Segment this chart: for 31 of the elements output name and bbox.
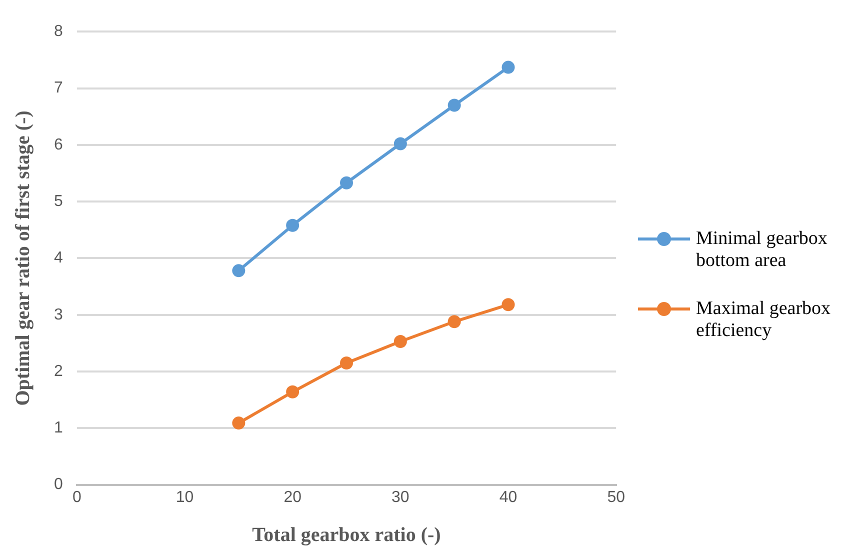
x-tick-label: 30 bbox=[392, 488, 410, 506]
legend-label: Maximal gearbox efficiency bbox=[696, 298, 832, 342]
x-tick-label: 40 bbox=[499, 488, 518, 506]
y-tick-label: 1 bbox=[54, 420, 63, 437]
x-tick-label: 50 bbox=[607, 488, 626, 506]
point bbox=[232, 264, 246, 278]
legend-label: Minimal gearbox bottom area bbox=[696, 228, 828, 272]
point bbox=[340, 176, 353, 190]
point bbox=[502, 298, 515, 312]
point bbox=[502, 60, 515, 74]
point bbox=[232, 416, 246, 430]
point bbox=[394, 137, 407, 150]
point bbox=[286, 385, 300, 398]
y-axis-title: Optimal gear ratio of first stage (-) bbox=[12, 110, 34, 406]
y-tick-label: 4 bbox=[54, 250, 63, 267]
y-tick-label: 2 bbox=[54, 362, 63, 380]
point bbox=[448, 315, 461, 328]
y-tick-label: 8 bbox=[54, 23, 63, 40]
point bbox=[448, 98, 461, 112]
y-tick-label: 6 bbox=[54, 136, 63, 154]
x-tick-label: 0 bbox=[72, 488, 82, 506]
point bbox=[340, 356, 353, 370]
y-tick-label: 5 bbox=[54, 192, 63, 210]
y-tick-label: 3 bbox=[54, 306, 63, 324]
y-tick-label: 7 bbox=[54, 80, 63, 97]
point bbox=[394, 334, 407, 348]
x-tick-label: 10 bbox=[176, 488, 194, 506]
y-tick-label: 0 bbox=[54, 476, 63, 494]
x-tick-label: 20 bbox=[284, 488, 302, 506]
x-axis-title: Total gearbox ratio (-) bbox=[252, 524, 441, 546]
point bbox=[286, 218, 300, 232]
